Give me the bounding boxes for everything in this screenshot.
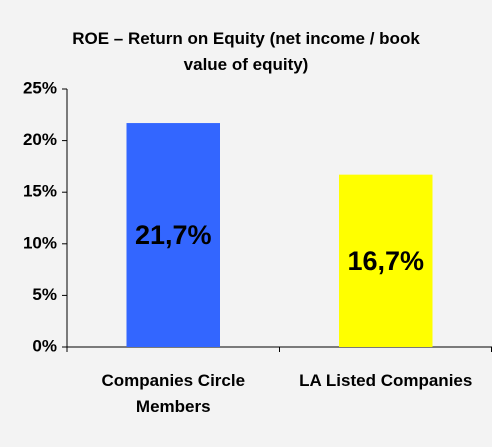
x-tick-label: Companies Circle Members bbox=[101, 371, 246, 416]
chart-title: ROE – Return on Equity (net income / boo… bbox=[72, 29, 420, 74]
data-label: 21,7% bbox=[135, 220, 212, 250]
y-tick-label: 0% bbox=[32, 336, 57, 355]
data-label: 16,7% bbox=[347, 246, 424, 276]
y-tick-label: 15% bbox=[23, 182, 57, 201]
y-tick-label: 25% bbox=[23, 78, 57, 97]
bar bbox=[339, 174, 433, 347]
y-tick-label: 5% bbox=[32, 285, 57, 304]
y-tick-label: 20% bbox=[23, 130, 57, 149]
x-tick-label: LA Listed Companies bbox=[299, 371, 473, 390]
y-tick-label: 10% bbox=[23, 233, 57, 252]
bar bbox=[126, 123, 220, 347]
